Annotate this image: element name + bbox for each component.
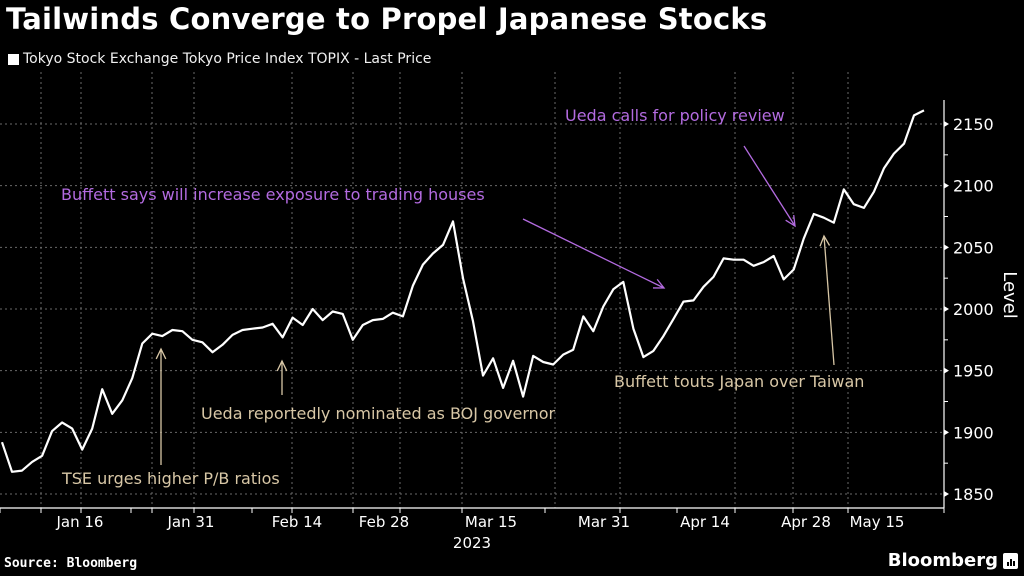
bloomberg-icon	[1003, 553, 1018, 569]
annotation-arrow-buffett-taiwan	[823, 235, 835, 366]
annotation-arrow-buffett-exposure	[522, 218, 665, 289]
x-tick-label: Mar 15	[465, 513, 517, 531]
x-tick-label: Apr 28	[781, 513, 831, 531]
annotation-arrow-buffett-taiwan-head	[819, 234, 831, 247]
y-tick	[944, 429, 949, 436]
y-tick-label: 1950	[953, 362, 994, 381]
y-tick	[944, 306, 949, 312]
x-tick-label: Feb 28	[359, 513, 409, 531]
annotations: TSE urges higher P/B ratios Ueda reported…	[61, 106, 864, 488]
y-tick-label: 2150	[953, 115, 994, 134]
brand-logo-text: Bloomberg	[887, 550, 998, 571]
annotation-ueda-review: Ueda calls for policy review	[565, 106, 785, 125]
annotation-arrow-ueda-review-head	[785, 214, 796, 228]
legend: Tokyo Stock Exchange Tokyo Price Index T…	[8, 51, 431, 67]
x-tick-label: May 15	[850, 513, 905, 531]
x-tick-label: Jan 16	[56, 513, 104, 531]
x-tick-label: Apr 14	[680, 513, 730, 531]
y-axis-title: Level	[999, 271, 1020, 319]
y-tick-label: 1900	[953, 423, 994, 442]
x-tick-label: Mar 31	[578, 513, 630, 531]
annotation-arrow-ueda-nominated-head	[276, 359, 288, 372]
annotation-arrow-tse-head	[155, 347, 167, 360]
legend-swatch	[8, 53, 19, 65]
legend-label: Tokyo Stock Exchange Tokyo Price Index T…	[23, 51, 432, 67]
axes: 1850 1900 1950 2000 2050 2100 2150 Jan 16 Jan 31…	[0, 100, 1020, 552]
y-tick	[944, 121, 949, 127]
annotation-buffett-exposure: Buffett says will increase exposure to t…	[61, 185, 485, 204]
annotation-ueda-nominated: Ueda reportedly nominated as BOJ governo…	[201, 404, 556, 423]
chart-title: Tailwinds Converge to Propel Japanese St…	[6, 2, 768, 36]
y-tick-label: 2000	[953, 300, 994, 319]
y-tick-label: 2050	[953, 238, 994, 257]
series	[0, 109, 925, 473]
grid	[0, 72, 944, 508]
x-tick-label: Feb 14	[272, 513, 322, 531]
annotation-arrow-buffett-exposure-head	[652, 278, 666, 289]
y-tick	[944, 244, 949, 251]
x-tick-label: Jan 31	[167, 513, 215, 531]
y-tick	[944, 367, 949, 374]
source-label: Source: Bloomberg	[4, 556, 138, 571]
y-tick-label: 1850	[953, 485, 994, 504]
y-tick	[944, 491, 949, 497]
y-tick-label: 2100	[953, 177, 994, 196]
y-tick	[944, 182, 949, 189]
annotation-arrow-ueda-review	[743, 145, 796, 227]
annotation-tse: TSE urges higher P/B ratios	[61, 469, 280, 488]
annotation-buffett-taiwan: Buffett touts Japan over Taiwan	[614, 372, 864, 391]
x-year-label: 2023	[453, 534, 491, 552]
